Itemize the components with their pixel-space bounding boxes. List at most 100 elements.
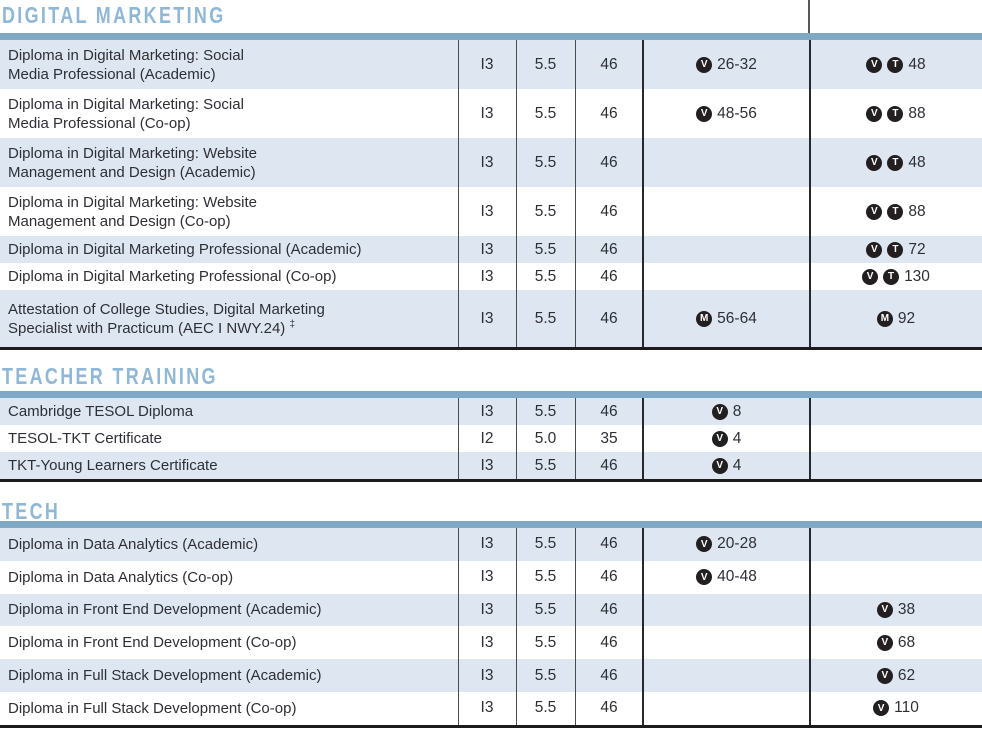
table-row: TKT-Young Learners Certificate I3 5.5 46 V 4: [0, 452, 982, 479]
column-divider: [809, 398, 811, 479]
level-cell: I3: [480, 699, 494, 717]
v-badge-icon: V: [696, 536, 713, 553]
intake-cell: [643, 263, 810, 290]
v-badge-icon: V: [696, 569, 713, 586]
intake-cell-value: 4: [732, 456, 742, 474]
table-row: Diploma in Digital Marketing: Website Ma…: [0, 187, 982, 236]
level-cell: I3: [480, 535, 494, 553]
program-name-cell: TKT-Young Learners Certificate: [0, 452, 458, 479]
table-row: TESOL-TKT Certificate I2 5.0 35 V 4: [0, 425, 982, 452]
intake-cell: [643, 626, 810, 659]
ielts-score-cell: 5.5: [534, 309, 557, 327]
program-name: Diploma in Data Analytics (Co-op): [8, 568, 234, 586]
level-cell: I3: [480, 267, 494, 285]
ielts-score-cell: 5.5: [534, 568, 557, 586]
level-cell: I3: [480, 240, 494, 258]
weeks-cell: 46: [600, 202, 618, 220]
column-divider: [516, 398, 517, 479]
section-header-bar: [0, 33, 982, 40]
intake-cell-value: 4: [732, 429, 742, 447]
hours-cell-value: 88: [908, 104, 926, 122]
ielts-score-cell: 5.5: [534, 600, 557, 618]
weeks-cell: 46: [600, 633, 618, 651]
v-badge-icon: V: [696, 105, 713, 122]
t-badge-icon: T: [887, 154, 904, 171]
ielts-score-cell: 5.5: [534, 153, 557, 171]
level-cell: I3: [480, 456, 494, 474]
hours-cell: [810, 561, 982, 594]
level-cell: I3: [480, 633, 494, 651]
ielts-score-cell: 5.5: [534, 456, 557, 474]
weeks-cell: 46: [600, 535, 618, 553]
table-row: Diploma in Full Stack Development (Co-op…: [0, 691, 982, 725]
column-divider: [458, 398, 459, 479]
t-badge-icon: T: [883, 268, 900, 285]
intake-cell-value: 40-48: [717, 568, 757, 586]
level-cell: I3: [480, 104, 494, 122]
level-cell: I2: [480, 429, 494, 447]
level-cell: I3: [480, 402, 494, 420]
program-name-cell: Diploma in Digital Marketing Professiona…: [0, 263, 458, 290]
column-divider: [642, 528, 644, 725]
intake-cell-value: 48-56: [717, 104, 757, 122]
program-name: Cambridge TESOL Diploma: [8, 403, 194, 420]
intake-cell-value: 20-28: [717, 535, 757, 553]
level-cell: I3: [480, 568, 494, 586]
v-badge-icon: V: [711, 457, 728, 474]
v-badge-icon: V: [866, 241, 883, 258]
hours-cell-value: 48: [908, 153, 926, 171]
hours-cell: V T 72: [810, 236, 982, 263]
table-row: Diploma in Full Stack Development (Acade…: [0, 659, 982, 692]
v-badge-icon: V: [866, 105, 883, 122]
ielts-score-cell: 5.5: [534, 666, 557, 684]
table-row: Diploma in Digital Marketing Professiona…: [0, 263, 982, 290]
ielts-score-cell: 5.5: [534, 55, 557, 73]
hours-cell: [810, 425, 982, 452]
level-cell: I3: [480, 309, 494, 327]
hours-cell: V T 48: [810, 138, 982, 187]
v-badge-icon: V: [711, 403, 728, 420]
section-table: Cambridge TESOL Diploma I3 5.5 46 V 8 TESOL-TK…: [0, 398, 982, 482]
program-name-cell: Diploma in Digital Marketing: Website Ma…: [0, 138, 458, 187]
program-name: Diploma in Digital Marketing Professiona…: [8, 241, 362, 258]
t-badge-icon: T: [887, 105, 904, 122]
section-title: DIGITAL MARKETING: [2, 2, 226, 28]
hours-cell-value: 130: [904, 267, 930, 285]
table-row: Diploma in Digital Marketing Professiona…: [0, 236, 982, 263]
intake-cell: V 48-56: [643, 89, 810, 138]
weeks-cell: 46: [600, 55, 618, 73]
program-name-cell: Diploma in Digital Marketing Professiona…: [0, 236, 458, 263]
table-row: Cambridge TESOL Diploma I3 5.5 46 V 8: [0, 398, 982, 425]
level-cell: I3: [480, 202, 494, 220]
ielts-score-cell: 5.5: [534, 633, 557, 651]
v-badge-icon: V: [866, 203, 883, 220]
program-name-cell: Diploma in Full Stack Development (Acade…: [0, 659, 458, 692]
program-name: Diploma in Digital Marketing: Social Med…: [8, 46, 244, 83]
t-badge-icon: T: [887, 56, 904, 73]
program-name-cell: Diploma in Data Analytics (Academic): [0, 528, 458, 561]
hours-cell: [810, 452, 982, 479]
level-cell: I3: [480, 666, 494, 684]
v-badge-icon: V: [696, 56, 713, 73]
section-title: TEACHER TRAINING: [2, 363, 218, 389]
table-row: Attestation of College Studies, Digital …: [0, 290, 982, 347]
weeks-cell: 46: [600, 456, 618, 474]
level-cell: I3: [480, 55, 494, 73]
program-name: Diploma in Front End Development (Co-op): [8, 634, 297, 652]
program-name-cell: Diploma in Front End Development (Co-op): [0, 626, 458, 659]
v-badge-icon: V: [862, 268, 879, 285]
v-badge-icon: V: [876, 667, 893, 684]
program-name-cell: Diploma in Digital Marketing: Social Med…: [0, 40, 458, 89]
program-name-cell: Cambridge TESOL Diploma: [0, 398, 458, 425]
hours-cell: V 110: [810, 692, 982, 725]
hours-cell-value: 48: [908, 55, 926, 73]
weeks-cell: 46: [600, 267, 618, 285]
weeks-cell: 35: [600, 429, 618, 447]
column-divider-line: [808, 0, 810, 40]
v-badge-icon: V: [866, 154, 883, 171]
column-divider: [642, 398, 644, 479]
program-name: TKT-Young Learners Certificate: [8, 457, 218, 474]
program-name-cell: Diploma in Digital Marketing: Social Med…: [0, 89, 458, 138]
